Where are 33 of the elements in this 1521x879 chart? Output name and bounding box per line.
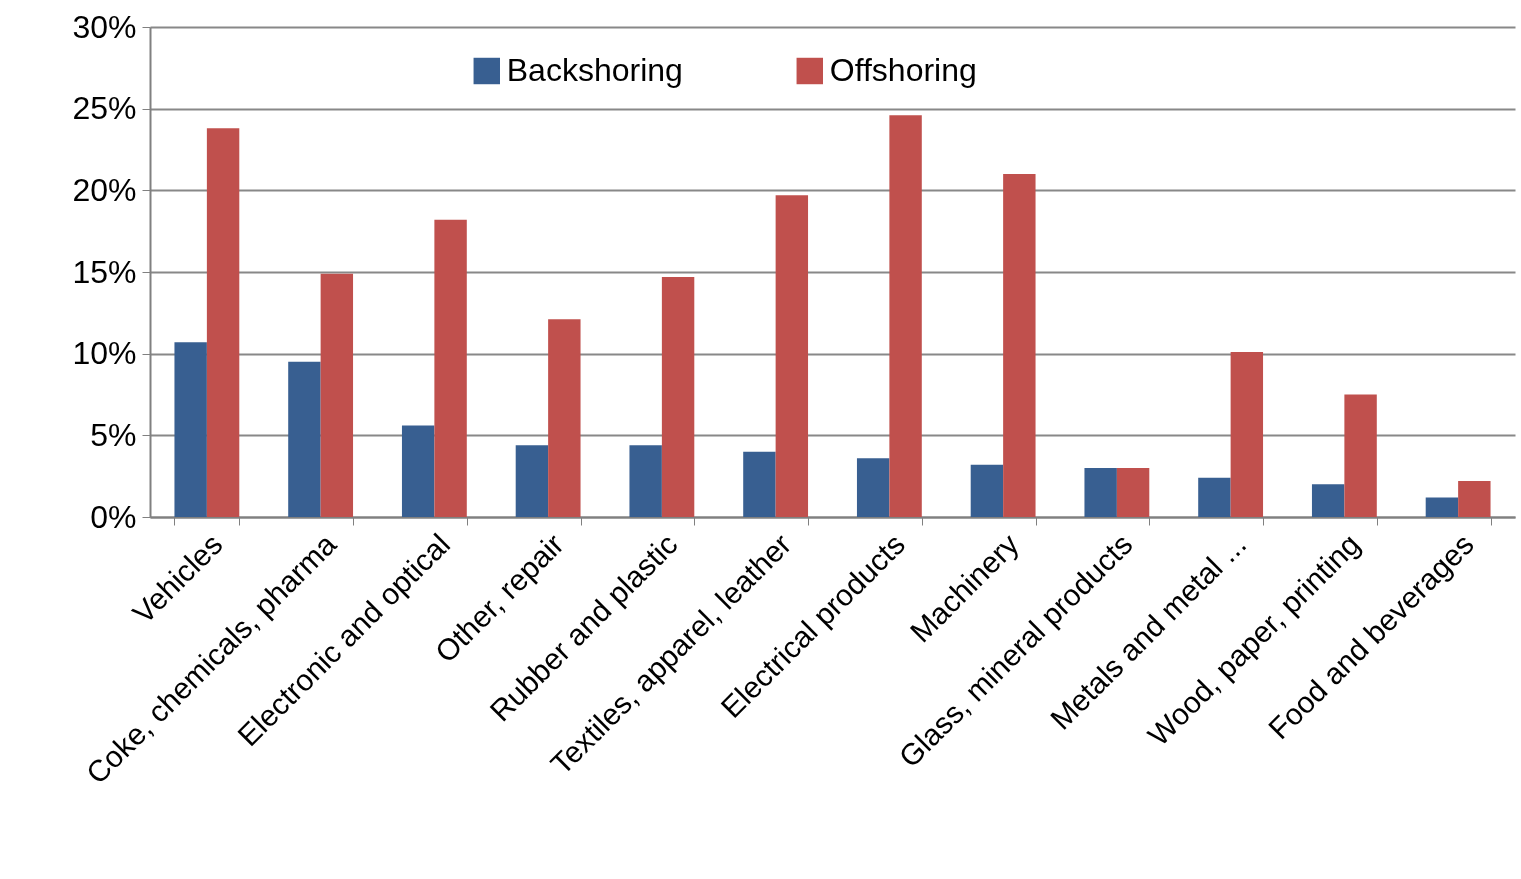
bar	[856, 458, 890, 517]
bar	[320, 273, 354, 517]
y-tick-label: 0%	[90, 498, 137, 535]
y-tick-label: 20%	[72, 171, 137, 208]
legend-label: Backshoring	[506, 52, 683, 88]
bar	[1003, 174, 1036, 517]
bar	[515, 445, 549, 517]
bar	[434, 219, 467, 517]
y-tick-label: 5%	[90, 416, 137, 453]
bar	[548, 319, 581, 517]
y-tick-label: 15%	[72, 253, 137, 290]
bar	[889, 115, 922, 517]
bar	[775, 195, 809, 517]
bar	[1425, 497, 1459, 517]
bar	[1311, 484, 1345, 517]
bar	[970, 464, 1004, 517]
y-tick-label: 25%	[72, 90, 137, 127]
y-tick-label: 30%	[72, 8, 137, 45]
bar	[174, 342, 207, 517]
bar	[206, 128, 240, 517]
bar	[288, 361, 321, 517]
bar	[629, 445, 662, 517]
bar	[1458, 481, 1491, 517]
bar	[1198, 477, 1231, 517]
bar	[401, 425, 435, 517]
bar	[743, 451, 776, 517]
bar	[661, 276, 695, 517]
bar	[1230, 352, 1264, 517]
legend-label: Offshoring	[829, 52, 977, 88]
y-tick-label: 10%	[72, 335, 137, 372]
bar	[1084, 468, 1117, 517]
bar	[1116, 468, 1150, 517]
bar	[1344, 394, 1377, 517]
